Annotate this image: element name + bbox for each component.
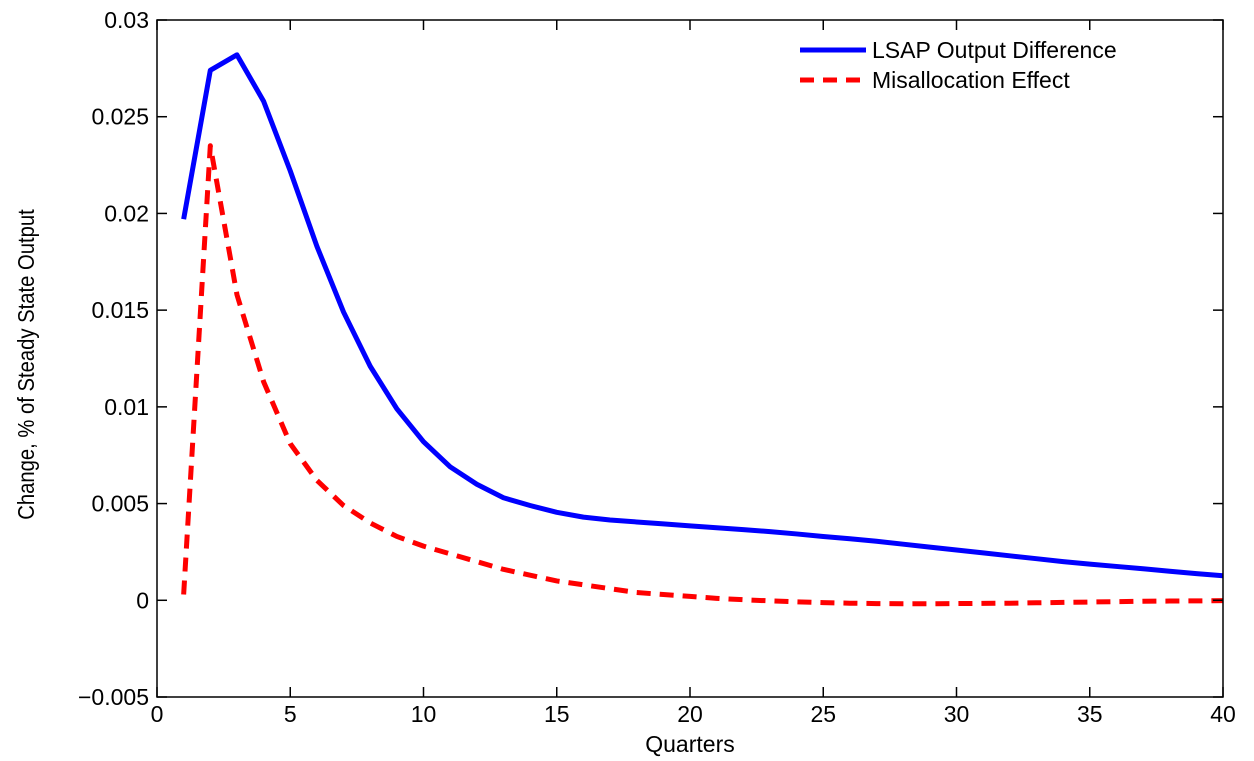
y-tick-label: 0.015 bbox=[91, 297, 149, 323]
x-tick-label: 5 bbox=[284, 701, 297, 727]
y-tick-label: 0.025 bbox=[91, 104, 149, 130]
x-tick-label: 0 bbox=[151, 701, 164, 727]
x-tick-label: 40 bbox=[1210, 701, 1236, 727]
series-line-lsap-output-difference bbox=[181, 52, 1224, 579]
y-tick-label: 0.02 bbox=[104, 200, 149, 226]
series-line-misallocation-effect bbox=[181, 143, 1224, 607]
x-axis-title: Quarters bbox=[645, 731, 734, 757]
y-tick-label: 0.03 bbox=[104, 7, 149, 33]
y-tick-label: 0.01 bbox=[104, 394, 149, 420]
x-tick-label: 10 bbox=[411, 701, 437, 727]
y-tick-label: 0 bbox=[136, 587, 149, 613]
y-tick-label: −0.005 bbox=[78, 684, 149, 710]
x-tick-label: 15 bbox=[544, 701, 570, 727]
x-tick-label: 35 bbox=[1077, 701, 1103, 727]
y-axis-title: Change, % of Steady State Output bbox=[13, 209, 40, 519]
x-tick-label: 20 bbox=[677, 701, 703, 727]
x-tick-label: 30 bbox=[944, 701, 970, 727]
legend-label: Misallocation Effect bbox=[872, 67, 1070, 93]
series-layer bbox=[181, 52, 1224, 607]
legend: LSAP Output Difference Misallocation Effe… bbox=[800, 37, 1117, 93]
y-tick-label: 0.005 bbox=[91, 491, 149, 517]
legend-label: LSAP Output Difference bbox=[872, 37, 1117, 63]
x-tick-label: 25 bbox=[810, 701, 836, 727]
ticks-layer: 0 5 10 15 20 25 30 35 40−0.00500.0050.010.0150.0… bbox=[78, 7, 1236, 727]
